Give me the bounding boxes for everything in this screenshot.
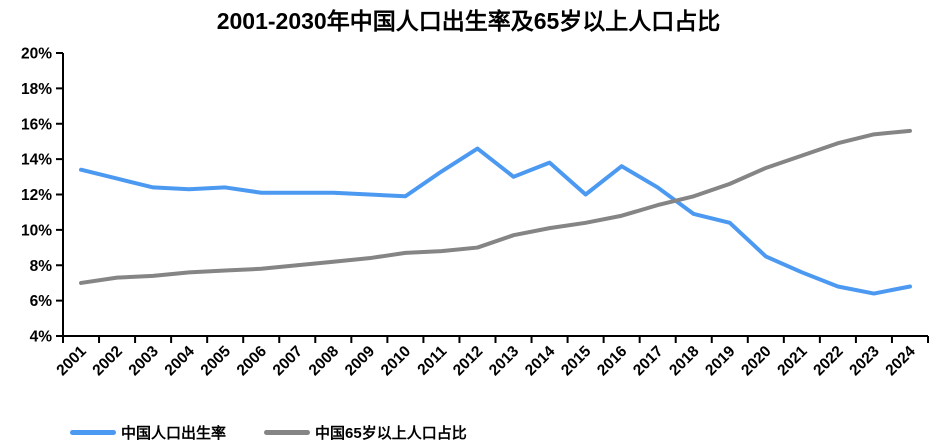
x-axis-tick-label: 2013 bbox=[486, 343, 523, 380]
elderly-share-legend-label: 中国65岁以上人口占比 bbox=[315, 425, 467, 442]
x-axis-tick-label: 2016 bbox=[594, 343, 631, 380]
birth-rate-line-swatch-icon bbox=[70, 430, 116, 435]
birth-rate-line bbox=[79, 146, 912, 296]
x-axis-tick-label: 2010 bbox=[378, 343, 414, 379]
y-axis-tick-label: 8% bbox=[30, 258, 53, 275]
x-axis-tick-label: 2009 bbox=[342, 343, 379, 380]
x-axis-tick-label: 2004 bbox=[162, 343, 199, 380]
x-axis-tick-label: 2008 bbox=[306, 343, 343, 380]
y-axis-tick-label: 10% bbox=[21, 222, 52, 239]
x-axis-tick-label: 2011 bbox=[414, 343, 450, 379]
elderly-share-line-swatch-icon bbox=[264, 430, 311, 435]
x-axis-tick-label: 2021 bbox=[774, 343, 811, 380]
x-axis-tick-label: 2014 bbox=[522, 343, 559, 380]
chart-title: 2001-2030年中国人口出生率及65岁以上人口占比 bbox=[216, 8, 721, 34]
x-axis-tick-label: 2024 bbox=[882, 343, 919, 380]
y-axis-tick-label: 6% bbox=[30, 293, 53, 310]
x-axis-tick-label: 2003 bbox=[126, 343, 163, 380]
legend-item-birth-rate: 中国人口出生率 bbox=[70, 422, 226, 443]
x-axis-tick-label: 2012 bbox=[450, 343, 486, 379]
x-axis-tick-label: 2007 bbox=[270, 343, 306, 379]
legend-item-elderly-share: 中国65岁以上人口占比 bbox=[264, 422, 467, 443]
x-axis-tick-label: 2022 bbox=[810, 343, 846, 379]
y-axis-tick-label: 12% bbox=[21, 187, 52, 204]
y-axis-tick-label: 16% bbox=[21, 116, 52, 133]
y-axis-tick-label: 4% bbox=[30, 329, 53, 346]
x-axis-tick-label: 2018 bbox=[666, 343, 703, 380]
x-axis-tick-label: 2017 bbox=[630, 343, 666, 379]
x-axis-tick-label: 2006 bbox=[234, 343, 271, 380]
y-axis-tick-label: 18% bbox=[21, 81, 52, 98]
elderly-share-line bbox=[79, 128, 912, 285]
x-axis-tick-label: 2001 bbox=[53, 343, 90, 380]
birth-rate-legend-label: 中国人口出生率 bbox=[121, 425, 227, 442]
x-axis-tick-label: 2019 bbox=[702, 343, 739, 380]
x-axis-tick-label: 2020 bbox=[738, 343, 774, 379]
x-axis-tick-label: 2015 bbox=[558, 343, 595, 380]
plot-area: 4% 6% 8% 10% 12% 14% 16% 18% 20% 2001 2002 2003 2004… bbox=[21, 46, 929, 380]
x-axis-tick-label: 2005 bbox=[198, 343, 235, 380]
y-axis-tick-label: 20% bbox=[21, 46, 52, 63]
x-axis-tick-label: 2023 bbox=[846, 343, 883, 380]
legend: 中国人口出生率 中国65岁以上人口占比 bbox=[70, 422, 467, 443]
y-axis-tick-label: 14% bbox=[21, 152, 52, 169]
x-axis-tick-label: 2002 bbox=[89, 343, 125, 379]
